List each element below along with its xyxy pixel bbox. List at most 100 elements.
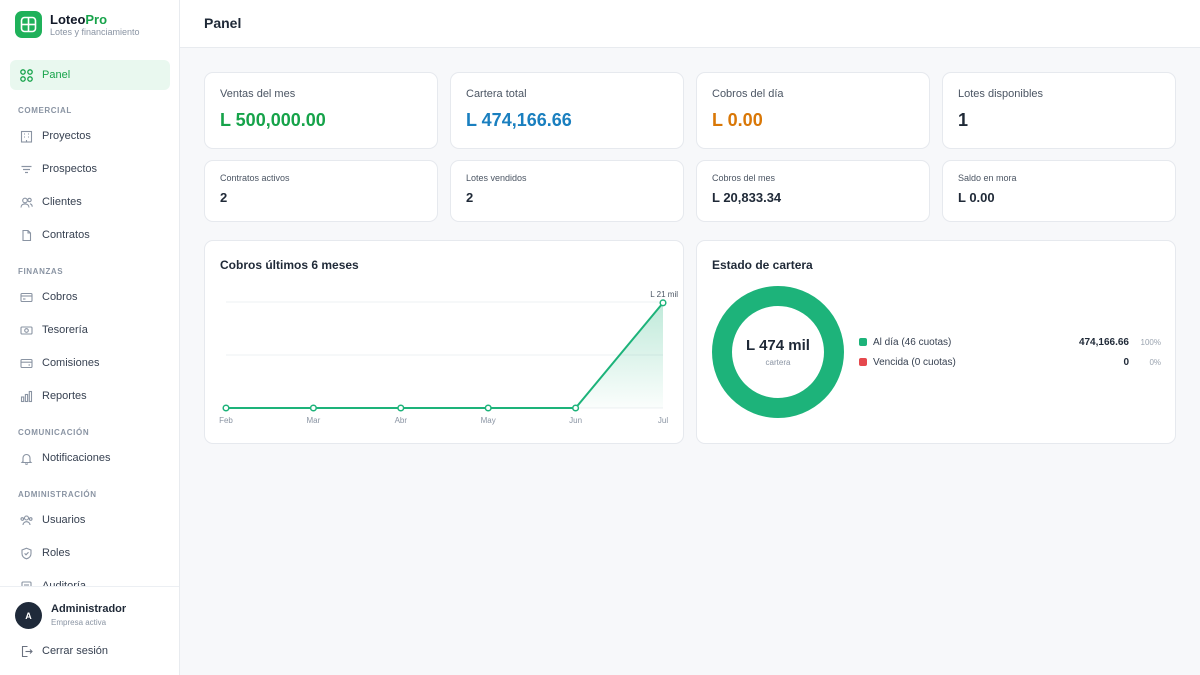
stat-value: 2: [220, 190, 228, 205]
kpi-card-cartera: Cartera total L 474,166.66: [450, 72, 684, 149]
kpi-value: L 0.00: [712, 110, 763, 130]
sidebar-item-label: Prospectos: [42, 163, 98, 175]
wallet-icon: [18, 355, 34, 371]
sidebar-item-label: Tesorería: [42, 324, 88, 336]
user-name: Administrador: [51, 603, 127, 615]
stat-label: Saldo en mora: [958, 173, 1017, 183]
kpi-label: Lotes disponibles: [958, 88, 1044, 100]
logout-label: Cerrar sesión: [42, 645, 109, 657]
users-icon: [18, 194, 34, 210]
x-tick-label: Jun: [569, 416, 582, 425]
series-area: [226, 302, 663, 408]
stat-value: 2: [466, 190, 474, 205]
kpi-value: L 474,166.66: [466, 110, 572, 130]
logout-icon: [18, 643, 34, 659]
sidebar-item-roles[interactable]: Roles: [10, 538, 170, 568]
x-tick-label: May: [481, 416, 496, 425]
data-point: [222, 404, 230, 412]
sidebar-item-comisiones[interactable]: Comisiones: [10, 348, 170, 378]
kpi-card-cobros-dia: Cobros del día L 0.00: [696, 72, 930, 149]
stat-value: L 0.00: [958, 190, 995, 205]
kpi-card-lotes: Lotes disponibles 1: [942, 72, 1176, 149]
user-panel: A Administrador Empresa activa Cerrar se…: [0, 586, 179, 675]
card-icon: [18, 289, 34, 305]
kpi-label: Cartera total: [466, 88, 527, 100]
legend-item-vencida: Vencida (0 cuotas) 0 0%: [859, 355, 1161, 369]
top-bar: Panel: [180, 0, 1200, 48]
section-finanzas: FINANZAS: [18, 267, 64, 276]
section-comunicacion: COMUNICACIÓN: [18, 428, 90, 437]
brand-name: LoteoPro: [50, 11, 108, 27]
legend-label: Al día (46 cuotas): [873, 336, 952, 348]
sidebar-item-label: Cobros: [42, 291, 78, 303]
kpi-label: Cobros del día: [712, 88, 784, 100]
brand[interactable]: LoteoPro Lotes y financiamiento: [15, 11, 140, 38]
stat-label: Cobros del mes: [712, 173, 776, 183]
sidebar: LoteoPro Lotes y financiamiento Panel CO…: [0, 0, 180, 675]
shield-icon: [18, 545, 34, 561]
kpi-value: 1: [958, 110, 969, 130]
chart-title: Cobros últimos 6 meses: [220, 258, 359, 272]
legend-pct: 100%: [1140, 337, 1161, 347]
donut-label: cartera: [765, 358, 791, 367]
avatar[interactable]: A: [15, 602, 42, 629]
data-point: [484, 404, 492, 412]
legend-amount: 0: [1123, 356, 1129, 368]
x-tick-label: Mar: [307, 416, 321, 425]
legend-label: Vencida (0 cuotas): [873, 356, 956, 368]
collections-chart: Feb Mar Abr May Jun Jul L 21 mil: [219, 290, 678, 425]
x-tick-label: Abr: [395, 416, 408, 425]
sidebar-item-panel[interactable]: Panel: [10, 60, 170, 90]
user-company: Empresa activa: [51, 618, 107, 627]
bar-chart-icon: [18, 388, 34, 404]
sidebar-item-contratos[interactable]: Contratos: [10, 220, 170, 250]
sidebar-item-notificaciones[interactable]: Notificaciones: [10, 443, 170, 473]
document-icon: [18, 227, 34, 243]
brand-subtitle: Lotes y financiamiento: [50, 26, 140, 37]
kpi-card-ventas: Ventas del mes L 500,000.00: [204, 72, 438, 149]
sidebar-item-label: Proyectos: [42, 130, 91, 142]
sidebar-item-label: Usuarios: [42, 514, 86, 526]
stat-value: L 20,833.34: [712, 190, 782, 205]
section-comercial: COMERCIAL: [18, 106, 72, 115]
sidebar-item-prospectos[interactable]: Prospectos: [10, 154, 170, 184]
data-point: [397, 404, 405, 412]
kpi-label: Ventas del mes: [220, 88, 296, 100]
sidebar-item-clientes[interactable]: Clientes: [10, 187, 170, 217]
sidebar-item-label: Roles: [42, 547, 71, 559]
kpi-value: L 500,000.00: [220, 110, 326, 130]
portfolio-donut: [712, 286, 844, 418]
stat-card-lotes-vendidos: Lotes vendidos 2: [450, 160, 684, 222]
data-label: L 21 mil: [650, 290, 678, 299]
sidebar-item-label: Contratos: [42, 229, 90, 241]
logout-button[interactable]: Cerrar sesión: [18, 643, 108, 659]
sidebar-item-proyectos[interactable]: Proyectos: [10, 121, 170, 151]
sidebar-item-label: Comisiones: [42, 357, 100, 369]
collections-chart-card: Cobros últimos 6 meses Feb Mar Abr May Jun Ju…: [204, 240, 684, 444]
sidebar-item-tesoreria[interactable]: Tesorería: [10, 315, 170, 345]
portfolio-title: Estado de cartera: [712, 258, 813, 272]
sidebar-item-cobros[interactable]: Cobros: [10, 282, 170, 312]
x-tick-label: Jul: [658, 416, 668, 425]
sidebar-item-usuarios[interactable]: Usuarios: [10, 505, 170, 535]
donut-center: L 474 mil cartera: [712, 286, 844, 418]
donut-slice: [712, 286, 844, 418]
data-point: [659, 299, 667, 307]
stat-card-cobros-mes: Cobros del mes L 20,833.34: [696, 160, 930, 222]
stat-card-contratos: Contratos activos 2: [204, 160, 438, 222]
section-administracion: ADMINISTRACIÓN: [18, 490, 97, 499]
donut-value: L 474 mil: [746, 337, 810, 354]
stat-card-mora: Saldo en mora L 0.00: [942, 160, 1176, 222]
page-title: Panel: [204, 15, 242, 31]
sidebar-item-label: Panel: [42, 69, 71, 81]
building-icon: [18, 128, 34, 144]
bell-icon: [18, 450, 34, 466]
stat-label: Contratos activos: [220, 173, 290, 183]
sidebar-item-reportes[interactable]: Reportes: [10, 381, 170, 411]
legend-swatch: [859, 358, 867, 366]
filter-icon: [18, 161, 34, 177]
stat-label: Lotes vendidos: [466, 173, 527, 183]
user-group-icon: [18, 512, 34, 528]
grid-icon: [18, 67, 34, 83]
sidebar-item-label: Clientes: [42, 196, 82, 208]
